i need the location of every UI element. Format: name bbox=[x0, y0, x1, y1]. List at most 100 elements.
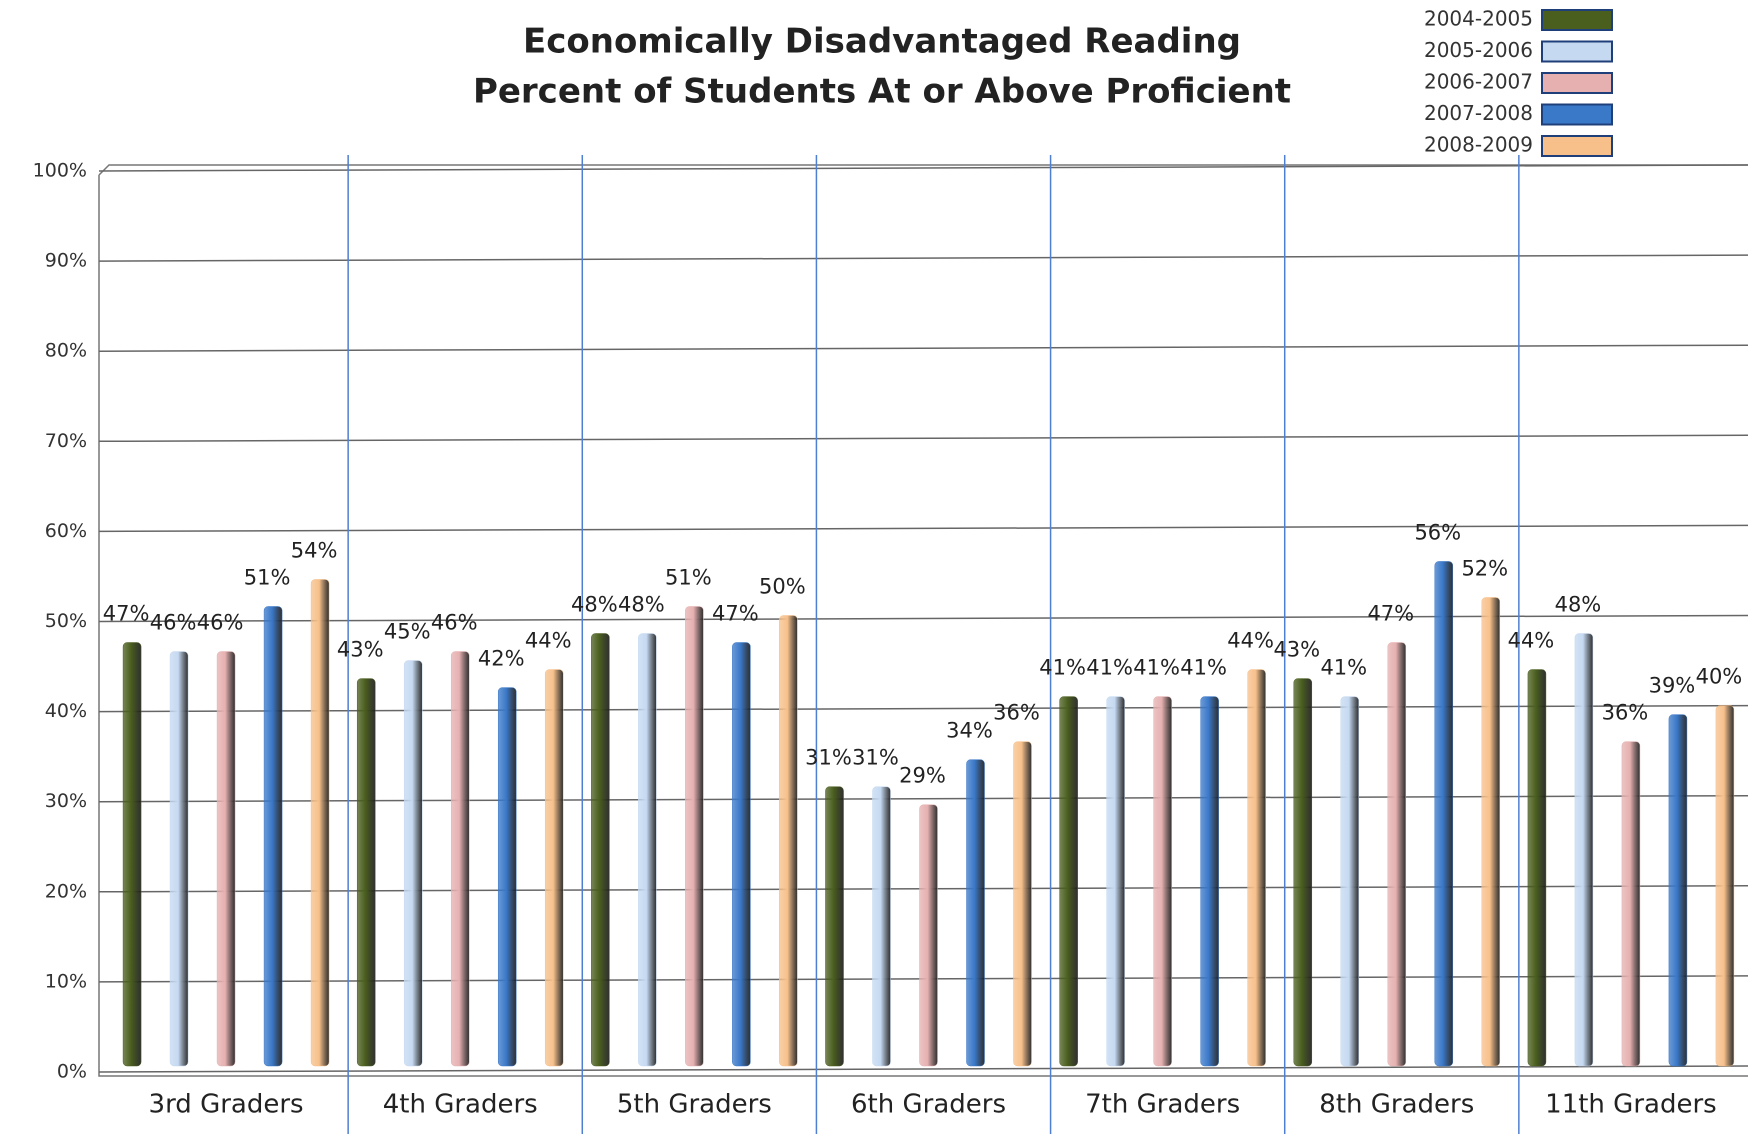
bar bbox=[779, 615, 798, 1067]
bar bbox=[263, 606, 283, 1067]
y-tick-label: 40% bbox=[45, 700, 87, 722]
value-label: 52% bbox=[1461, 556, 1508, 580]
chart-subtitle: Percent of Students At or Above Proficie… bbox=[473, 72, 1291, 112]
bar bbox=[1059, 696, 1078, 1067]
value-label: 44% bbox=[1508, 629, 1555, 653]
y-tick-label: 30% bbox=[45, 790, 87, 812]
bar bbox=[356, 678, 376, 1067]
value-label: 40% bbox=[1696, 665, 1743, 689]
value-label: 47% bbox=[103, 602, 150, 626]
y-tick-label: 50% bbox=[45, 610, 87, 632]
grid-line bbox=[98, 434, 1749, 443]
y-tick-label: 10% bbox=[45, 970, 87, 992]
bar bbox=[1481, 597, 1501, 1067]
grid-line bbox=[98, 254, 1749, 262]
y-tick-label: 80% bbox=[45, 340, 87, 362]
bar bbox=[169, 651, 189, 1067]
bar bbox=[544, 669, 564, 1067]
bar bbox=[685, 606, 704, 1067]
legend-label: 2005-2006 bbox=[1424, 38, 1533, 62]
value-label: 48% bbox=[1555, 593, 1602, 617]
grid-line bbox=[98, 794, 1749, 803]
value-label: 56% bbox=[1414, 520, 1461, 544]
y-tick-label: 60% bbox=[45, 520, 87, 542]
bar bbox=[1106, 696, 1125, 1067]
legend-label: 2006-2007 bbox=[1424, 70, 1533, 94]
legend-label: 2004-2005 bbox=[1424, 7, 1533, 31]
bar bbox=[450, 651, 470, 1067]
bar bbox=[216, 651, 236, 1067]
y-tick-label: 70% bbox=[45, 430, 87, 452]
grid-line bbox=[98, 524, 1749, 533]
value-label: 48% bbox=[571, 593, 618, 617]
x-tick-label: 4th Graders bbox=[383, 1090, 538, 1120]
x-tick-label: 7th Graders bbox=[1085, 1090, 1240, 1120]
value-label: 51% bbox=[244, 565, 291, 589]
bar bbox=[1293, 678, 1313, 1067]
value-label: 51% bbox=[665, 565, 712, 589]
grid-line bbox=[98, 344, 1749, 352]
bar bbox=[1013, 741, 1032, 1067]
value-label: 31% bbox=[805, 746, 852, 770]
value-label: 41% bbox=[1039, 656, 1086, 680]
value-label: 43% bbox=[337, 638, 384, 662]
y-tick-label: 0% bbox=[57, 1061, 87, 1083]
bar bbox=[1247, 669, 1266, 1067]
value-label: 48% bbox=[618, 593, 665, 617]
y-tick-label: 100% bbox=[33, 160, 87, 182]
bar bbox=[1715, 705, 1735, 1067]
grid-line bbox=[98, 164, 1749, 172]
bar bbox=[1434, 561, 1454, 1067]
y-tick-label: 20% bbox=[45, 880, 87, 902]
chart-title: Economically Disadvantaged Reading bbox=[523, 22, 1241, 62]
bar bbox=[497, 687, 517, 1067]
value-label: 43% bbox=[1273, 638, 1320, 662]
x-tick-label: 3rd Graders bbox=[149, 1090, 304, 1120]
value-label: 47% bbox=[1367, 602, 1414, 626]
value-label: 34% bbox=[946, 719, 993, 743]
bar bbox=[1668, 714, 1688, 1067]
bar bbox=[1340, 696, 1360, 1067]
value-label: 29% bbox=[899, 764, 946, 788]
bar bbox=[966, 759, 985, 1067]
value-label: 44% bbox=[525, 629, 572, 653]
value-label: 41% bbox=[1133, 656, 1180, 680]
value-label: 31% bbox=[852, 746, 899, 770]
grid-line bbox=[98, 704, 1749, 713]
grid-line bbox=[98, 1065, 1749, 1073]
y-tick-label: 90% bbox=[45, 250, 87, 272]
bar bbox=[732, 642, 751, 1067]
bar bbox=[310, 579, 330, 1067]
legend-swatch bbox=[1541, 40, 1613, 63]
legend-label: 2008-2009 bbox=[1424, 133, 1533, 157]
value-label: 42% bbox=[478, 647, 525, 671]
legend-swatch bbox=[1541, 135, 1613, 157]
legend-swatch bbox=[1541, 103, 1613, 126]
value-label: 44% bbox=[1227, 629, 1274, 653]
bar bbox=[1621, 741, 1641, 1067]
bar bbox=[825, 786, 844, 1067]
x-tick-label: 5th Graders bbox=[617, 1090, 772, 1120]
grid-line bbox=[98, 614, 1749, 623]
x-tick-label: 11th Graders bbox=[1545, 1090, 1717, 1120]
value-label: 41% bbox=[1180, 656, 1227, 680]
bar bbox=[1200, 696, 1219, 1067]
value-label: 50% bbox=[759, 575, 806, 599]
value-label: 46% bbox=[197, 611, 244, 635]
value-label: 41% bbox=[1086, 656, 1133, 680]
bar bbox=[1527, 669, 1547, 1067]
bar bbox=[919, 804, 938, 1067]
bar bbox=[872, 786, 891, 1067]
x-tick-label: 8th Graders bbox=[1319, 1090, 1474, 1120]
bar bbox=[638, 633, 657, 1067]
value-label: 36% bbox=[1602, 701, 1649, 725]
bar bbox=[1387, 642, 1407, 1067]
bar bbox=[403, 660, 423, 1067]
value-label: 36% bbox=[993, 701, 1040, 725]
value-label: 46% bbox=[150, 611, 197, 635]
legend-swatch bbox=[1541, 9, 1613, 31]
legend-label: 2007-2008 bbox=[1424, 101, 1533, 125]
bar bbox=[1153, 696, 1172, 1067]
bar bbox=[1574, 633, 1594, 1067]
value-label: 39% bbox=[1649, 674, 1696, 698]
